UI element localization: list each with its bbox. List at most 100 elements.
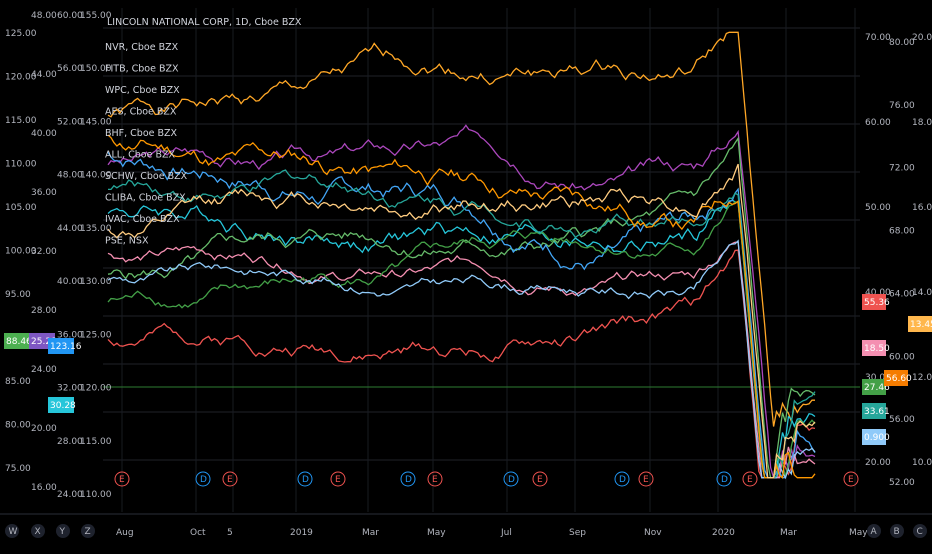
axis-letter-button — [890, 524, 904, 538]
price-badge — [862, 429, 886, 445]
left-axis-tick: 48.00 — [57, 171, 83, 181]
axis-letter: C — [917, 527, 923, 537]
series-line — [107, 249, 816, 479]
x-axis-tick: Mar — [362, 528, 379, 538]
left-axis-tick: 56.00 — [57, 64, 83, 74]
series-line — [108, 169, 816, 479]
x-axis-tick: 5 — [227, 528, 233, 538]
right-axis-tick: 16.00 — [912, 203, 932, 213]
event-marker — [503, 471, 519, 487]
x-axis-tick: May — [427, 528, 446, 538]
left-axis-tick: 44.00 — [57, 224, 83, 234]
axis-letter-button — [913, 524, 927, 538]
right-axis-tick: 60.00 — [889, 352, 915, 362]
left-axis-tick: 44.00 — [31, 70, 57, 80]
price-badge — [884, 370, 908, 386]
legend-entry: FITB, Cboe BZX — [105, 64, 179, 75]
legend-entry: CLIBA, Cboe BZX — [105, 193, 186, 204]
axis-letter: B — [894, 527, 900, 537]
left-axis-tick: 150.00 — [80, 64, 112, 74]
right-axis-tick: 76.00 — [889, 101, 915, 111]
left-axis-tick: 24.00 — [31, 365, 57, 375]
series-line — [107, 163, 816, 479]
price-badge-label: 55.36 — [864, 298, 890, 308]
price-badge-label: 25.28 — [31, 337, 57, 347]
axis-letter-button — [81, 524, 95, 538]
event-marker — [400, 471, 416, 487]
left-axis-tick: 20.00 — [31, 424, 57, 434]
right-axis-tick: 10.00 — [912, 458, 932, 468]
legend-entry: PSE, NSX — [105, 236, 149, 247]
event-marker-label: E — [227, 475, 233, 485]
left-axis-tick: 52.00 — [57, 117, 83, 127]
left-axis-tick: 95.00 — [5, 290, 31, 300]
x-axis-tick: May — [849, 528, 868, 538]
price-badge-label: 13.45 — [910, 320, 932, 330]
left-axis-tick: 40.00 — [57, 277, 83, 287]
left-axis-tick: 105.00 — [5, 203, 37, 213]
right-axis-tick: 50.00 — [865, 203, 891, 213]
left-axis-tick: 80.00 — [5, 421, 31, 431]
event-marker-label: D — [302, 475, 309, 485]
left-axis-tick: 115.00 — [5, 116, 37, 126]
right-axis-tick: 64.00 — [889, 289, 915, 299]
series-line — [107, 201, 816, 479]
event-marker-label: D — [619, 475, 626, 485]
left-axis-tick: 110.00 — [80, 490, 112, 500]
right-axis-tick: 60.00 — [865, 118, 891, 128]
event-marker — [843, 471, 859, 487]
right-axis-tick: 14.00 — [912, 288, 932, 298]
left-axis-tick: 155.00 — [80, 11, 112, 21]
event-marker-label: D — [405, 475, 412, 485]
left-axis-tick: 32.00 — [31, 247, 57, 257]
price-badge — [908, 316, 932, 332]
left-axis-tick: 140.00 — [80, 171, 112, 181]
price-badge-label: 88.46 — [6, 337, 32, 347]
event-marker-label: D — [721, 475, 728, 485]
left-axis-tick: 16.00 — [31, 483, 57, 493]
left-axis-tick: 125.00 — [80, 330, 112, 340]
left-axis-tick: 130.00 — [80, 277, 112, 287]
left-axis-tick: 115.00 — [80, 437, 112, 447]
event-marker — [716, 471, 732, 487]
axis-letter: Y — [59, 527, 66, 537]
left-axis-tick: 48.00 — [31, 11, 57, 21]
event-marker-label: E — [643, 475, 649, 485]
event-marker-label: D — [508, 475, 515, 485]
left-axis-tick: 60.00 — [57, 11, 83, 21]
legend-entry: ALL, Cboe BZX — [105, 150, 175, 161]
price-badge-label: 0.900 — [864, 433, 890, 443]
legend-entry: AES, Cboe BZX — [105, 107, 177, 118]
left-axis-tick: 125.00 — [5, 29, 37, 39]
right-axis-tick: 20.00 — [865, 458, 891, 468]
left-axis-tick: 40.00 — [31, 129, 57, 139]
series-line — [107, 241, 816, 479]
event-marker — [222, 471, 238, 487]
left-axis-tick: 36.00 — [57, 330, 83, 340]
right-axis-tick: 18.00 — [912, 118, 932, 128]
event-marker — [330, 471, 346, 487]
axis-letter: Z — [85, 527, 91, 537]
right-axis-tick: 56.00 — [889, 415, 915, 425]
axis-letter: A — [871, 527, 878, 537]
axis-letter: W — [9, 527, 18, 537]
x-axis-tick: Nov — [644, 528, 662, 538]
series-line — [107, 151, 816, 479]
axis-letter-button — [31, 524, 45, 538]
event-marker-label: D — [200, 475, 207, 485]
event-marker — [614, 471, 630, 487]
event-marker — [427, 471, 443, 487]
legend-entry: SCHW, Cboe BZX — [105, 171, 188, 182]
event-marker-label: E — [848, 475, 854, 485]
left-axis-tick: 100.00 — [5, 247, 37, 257]
x-axis-tick: Jul — [500, 528, 512, 538]
right-axis-tick: 70.00 — [865, 33, 891, 43]
x-axis-tick: 2020 — [712, 528, 735, 538]
series-line — [107, 239, 816, 480]
right-axis-tick: 20.00 — [912, 33, 932, 43]
event-marker — [297, 471, 313, 487]
event-marker-label: E — [432, 475, 438, 485]
price-badge — [48, 338, 74, 354]
axis-letter-button — [56, 524, 70, 538]
